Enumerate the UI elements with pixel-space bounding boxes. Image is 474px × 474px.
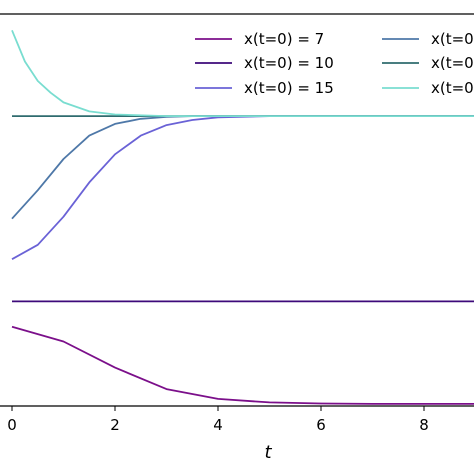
x-tick-label: 6 [316,416,326,434]
legend-entry: x(t=0) = 10 [195,54,334,72]
legend-entry: x(t=0) = 15 [195,79,334,97]
legend-entry: x(t=0 [382,54,474,72]
series-line [11,325,474,405]
x-axis-label: t [264,442,272,463]
series-layer [11,29,474,405]
legend-label: x(t=0) = 15 [244,79,334,97]
legend-entry: x(t=0 [382,30,474,48]
legend-entry: x(t=0 [382,79,474,97]
legend-label: x(t=0 [431,54,474,72]
x-tick-label: 4 [213,416,223,434]
x-tick-label: 8 [419,416,429,434]
x-tick-label: 0 [7,416,17,434]
legend-label: x(t=0 [431,79,474,97]
x-tick-label: 2 [110,416,120,434]
legend-label: x(t=0) = 10 [244,54,334,72]
series-line [11,29,474,117]
legend-label: x(t=0) = 7 [244,30,324,48]
x-axis-ticks: 0 2 4 6 8 [7,406,429,434]
legend-entry: x(t=0) = 7 [195,30,324,48]
legend-label: x(t=0 [431,30,474,48]
legend: x(t=0) = 7 x(t=0) = 10 x(t=0) = 15 x(t=0… [195,30,474,97]
